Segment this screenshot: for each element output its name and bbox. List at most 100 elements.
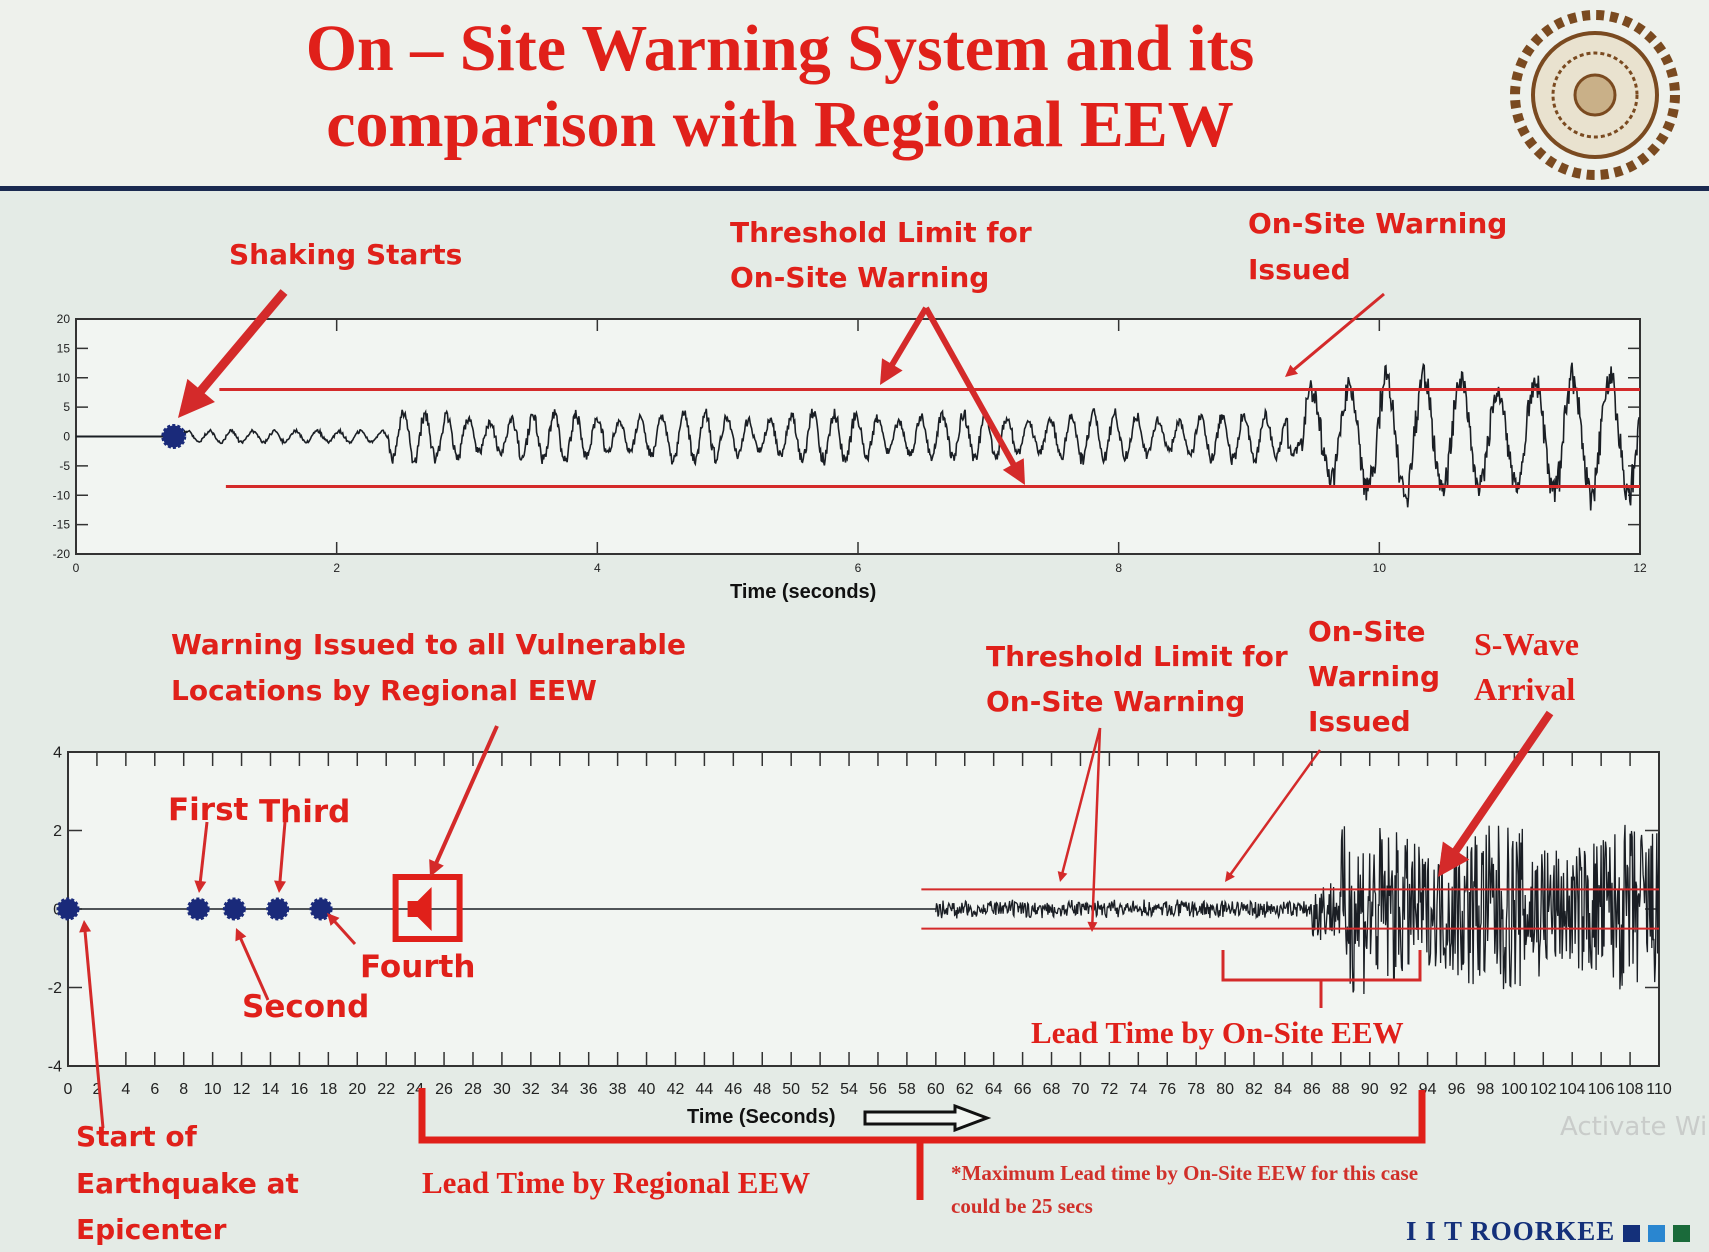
shaking-arrow	[193, 289, 288, 399]
x-tick-label: 48	[753, 1081, 771, 1098]
second-arrow	[238, 936, 270, 1001]
x-tick-label: 68	[1043, 1081, 1061, 1098]
x-tick-label: 36	[580, 1081, 598, 1098]
x-tick-label: 38	[609, 1081, 627, 1098]
regional-warning-label-1: Warning Issued to all Vulnerable	[171, 628, 686, 661]
x-tick-label: 70	[1072, 1081, 1090, 1098]
x-tick-label: 74	[1129, 1081, 1147, 1098]
top-threshold-label-2: On-Site Warning	[730, 261, 990, 294]
brand-footer: I I T ROORKEE	[1406, 1216, 1691, 1247]
plot-area	[75, 318, 1641, 555]
x-tick-label: 12	[1633, 561, 1647, 575]
x-tick-label: 50	[782, 1081, 800, 1098]
x-tick-label: 4	[121, 1081, 130, 1098]
x-tick-label: 106	[1588, 1081, 1615, 1098]
x-tick-label: 90	[1361, 1081, 1379, 1098]
x-tick-label: 98	[1477, 1081, 1495, 1098]
top-x-axis-label: Time (seconds)	[730, 581, 877, 603]
x-tick-label: 8	[179, 1081, 188, 1098]
x-tick-label: 2	[92, 1081, 101, 1098]
x-tick-label: 64	[985, 1081, 1003, 1098]
x-tick-label: 52	[811, 1081, 829, 1098]
regional-warning-label-2: Locations by Regional EEW	[171, 674, 597, 707]
y-tick-label: -20	[53, 547, 71, 561]
x-tick-label: 6	[855, 561, 862, 575]
speaker-icon-cone	[407, 887, 432, 931]
seismogram-trace	[173, 362, 1640, 511]
x-tick-label: 28	[464, 1081, 482, 1098]
s-wave-label-2: Arrival	[1474, 671, 1576, 707]
x-tick-label: 108	[1617, 1081, 1644, 1098]
fourth-arrow-head	[327, 913, 340, 926]
x-tick-label: 14	[262, 1081, 280, 1098]
x-tick-label: 58	[898, 1081, 916, 1098]
x-tick-label: 32	[522, 1081, 540, 1098]
x-tick-label: 96	[1448, 1081, 1466, 1098]
x-tick-label: 0	[73, 561, 80, 575]
x-tick-label: 62	[956, 1081, 974, 1098]
epicenter-arrow	[83, 929, 105, 1129]
x-tick-label: 34	[551, 1081, 569, 1098]
x-tick-label: 22	[377, 1081, 395, 1098]
station-marker	[186, 897, 210, 921]
annotation-arrows	[79, 289, 1554, 1200]
shaking-start-marker	[161, 424, 187, 449]
activate-windows-watermark: Activate Wi	[1560, 1112, 1708, 1142]
x-tick-label: 46	[724, 1081, 742, 1098]
top-threshold-label-1: Threshold Limit for	[730, 216, 1032, 249]
shaking-starts-label: Shaking Starts	[229, 238, 463, 271]
third-station-label: Third	[259, 794, 351, 830]
x-tick-label: 44	[696, 1081, 714, 1098]
x-tick-label: 76	[1158, 1081, 1176, 1098]
station-marker	[222, 897, 246, 921]
x-tick-label: 102	[1530, 1081, 1557, 1098]
threshold-arrow	[887, 306, 929, 371]
x-tick-label: 60	[927, 1081, 945, 1098]
threshold-arrow	[923, 306, 1019, 470]
x-tick-label: 12	[233, 1081, 251, 1098]
x-tick-label: 4	[594, 561, 601, 575]
x-tick-label: 2	[333, 561, 340, 575]
x-tick-label: 42	[667, 1081, 685, 1098]
first-arrow	[198, 821, 209, 884]
threshold-arrow	[1091, 727, 1102, 925]
station-marker	[309, 897, 333, 921]
x-tick-label: 18	[319, 1081, 337, 1098]
regional-warning-arrow	[433, 725, 499, 867]
chart-regional-bottom: 0 2 4 6 8 10 12 14 16 18 20 22 24 26 28 30 32 34 36 38 40 42 4…	[48, 744, 1672, 1098]
title-band	[0, 0, 1709, 186]
x-tick-label: 66	[1014, 1081, 1032, 1098]
iit-logo	[1510, 10, 1680, 180]
slide-title-line2: comparison with Regional EEW	[326, 88, 1234, 161]
threshold-arrow-head	[1087, 921, 1098, 932]
y-tick-label: 4	[53, 744, 62, 761]
y-tick-label: -10	[53, 488, 71, 502]
x-tick-label: 78	[1187, 1081, 1205, 1098]
y-tick-label: 2	[53, 823, 62, 840]
bottom-threshold-label-1: Threshold Limit for	[986, 640, 1288, 673]
max-lead-time-note-1: *Maximum Lead time by On-Site EEW for th…	[951, 1161, 1419, 1185]
epicenter-arrow-head	[79, 920, 92, 933]
lead-time-onsite-label: Lead Time by On-Site EEW	[1031, 1015, 1404, 1050]
x-tick-label: 56	[869, 1081, 887, 1098]
regional-warning-arrow-head	[429, 859, 444, 877]
x-tick-label: 100	[1501, 1081, 1528, 1098]
brand-square-icon	[1673, 1225, 1691, 1243]
brand-text: I I T ROORKEE	[1406, 1216, 1616, 1246]
x-tick-label: 0	[64, 1081, 73, 1098]
epicenter-label-2: Earthquake at	[76, 1167, 299, 1200]
onsite-lead-brace	[1221, 950, 1422, 1008]
y-tick-label: 20	[57, 312, 71, 326]
top-issued-label-2: Issued	[1248, 253, 1351, 286]
brand-square-icon	[1648, 1225, 1666, 1243]
fourth-arrow	[332, 919, 357, 946]
x-tick-label: 82	[1245, 1081, 1263, 1098]
x-tick-label: 92	[1390, 1081, 1408, 1098]
third-arrow	[278, 821, 287, 884]
bottom-issued-label-1: On-Site	[1308, 615, 1426, 648]
y-tick-label: -15	[53, 518, 71, 532]
x-tick-label: 30	[493, 1081, 511, 1098]
fourth-station-label: Fourth	[360, 949, 476, 985]
epicenter-label-3: Epicenter	[76, 1213, 227, 1246]
